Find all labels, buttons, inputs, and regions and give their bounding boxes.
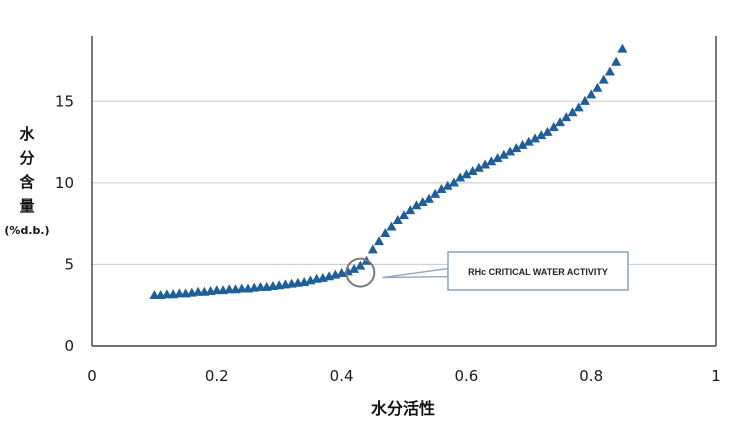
data-point [492,152,503,162]
data-point [579,95,590,105]
data-point [480,159,491,169]
data-point [548,121,559,131]
data-point [461,169,472,179]
data-point [604,66,615,76]
data-point [542,126,553,136]
axes [91,36,717,347]
data-points [149,43,628,300]
x-tick-label: 1 [711,367,721,385]
data-point [523,136,534,146]
x-tick-label: 0.4 [330,367,354,385]
data-point [436,183,447,193]
x-tick-label: 0.6 [454,367,478,385]
data-point [617,43,628,53]
x-tick-label: 0.2 [205,367,229,385]
x-tick-label: 0 [87,367,97,385]
y-tick-label: 10 [55,174,74,192]
critical-point-circle [345,257,376,288]
grid-lines [92,100,716,265]
data-point [386,221,397,231]
y-tick-label: 15 [55,92,74,110]
x-axis-label: 水分活性 [371,399,435,418]
data-point [555,117,565,127]
data-point [567,107,578,117]
data-point [380,228,391,238]
data-point [405,205,416,215]
x-tick-label: 0.8 [579,367,603,385]
callout-label: RHc CRITICAL WATER ACTIVITY [468,267,608,277]
data-point [423,193,434,203]
data-point [417,197,428,207]
data-point [349,263,360,273]
y-tick-label: 5 [64,255,74,273]
data-point [486,156,497,166]
y-axis-label-char: 含 [19,173,35,191]
data-point [367,244,378,254]
y-axis-label-char: 分 [19,149,34,167]
data-point [374,236,385,246]
critical-annotation: RHc CRITICAL WATER ACTIVITY [345,251,629,291]
data-point [598,74,609,84]
data-point [355,260,366,270]
data-point [505,146,516,156]
data-point [511,143,522,153]
data-point [430,188,441,198]
data-point [573,102,584,112]
y-tick-label: 0 [64,337,74,355]
data-point [561,112,572,122]
data-point [411,200,422,210]
y-axis-unit: (%d.b.) [4,224,49,237]
data-point [530,133,541,143]
data-point [498,149,509,159]
data-point [536,130,547,140]
x-tick-labels: 0 0.2 0.4 0.6 0.8 1 [87,367,721,385]
data-point [455,172,466,182]
data-point [467,166,478,176]
data-point [592,82,603,92]
data-point [586,89,597,99]
data-point [392,214,403,224]
data-point [442,180,453,190]
callout-pointer [382,267,449,279]
data-point [611,56,622,66]
callout-box [447,251,629,291]
data-point [399,210,409,220]
y-axis-label-char: 水 [19,125,35,143]
y-tick-labels: 0 5 10 15 [55,92,74,355]
data-point [517,139,528,149]
data-point [473,162,484,172]
y-axis-label-char: 量 [19,197,34,215]
data-point [448,177,459,187]
